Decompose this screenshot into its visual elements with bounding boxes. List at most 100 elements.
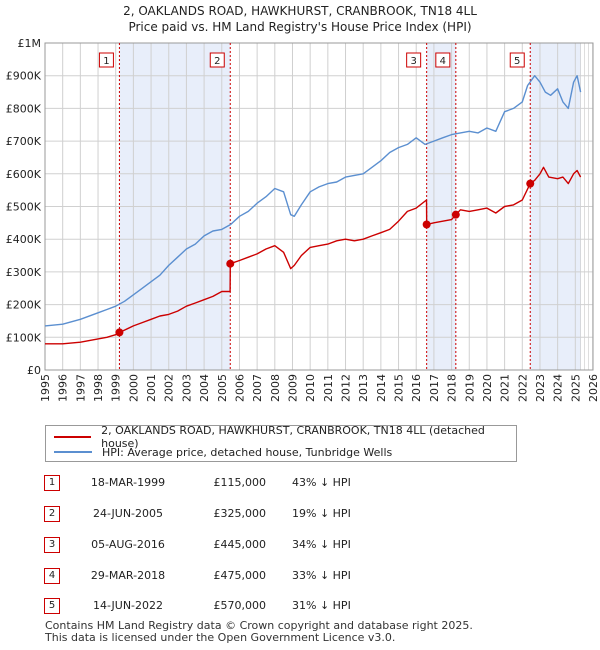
x-tick-label: 2008: [269, 374, 282, 402]
chart-axes: £0 £100K £200K £300K £400K £500K £600K £700K £80…: [6, 37, 600, 402]
y-tick-label: £1M: [18, 37, 42, 50]
legend-label-property: 2, OAKLANDS ROAD, HAWKHURST, CRANBROOK, …: [101, 424, 485, 450]
sale-number-box: [509, 52, 525, 68]
y-tick-label: £300K: [6, 266, 42, 279]
x-tick-label: 2016: [410, 374, 423, 402]
x-tick-label: 2006: [233, 374, 246, 402]
x-tick-label: 2014: [375, 374, 388, 402]
legend-item-hpi: HPI: Average price, detached house, Tunb…: [54, 445, 392, 459]
x-tick-label: 1997: [74, 374, 87, 402]
x-tick-label: 2002: [163, 374, 176, 402]
x-tick-label: 2003: [180, 374, 193, 402]
footer-attribution: Contains HM Land Registry data © Crown c…: [45, 620, 473, 644]
sale-number-label: 3: [410, 56, 416, 67]
sale-number-box: [406, 52, 422, 68]
sale-point: [115, 328, 124, 337]
x-tick-label: 2021: [499, 374, 512, 402]
sale-number-label: 2: [214, 56, 220, 67]
legend-swatch-property: [54, 436, 92, 438]
legend-swatch-hpi: [54, 451, 92, 453]
x-tick-label: 2025: [569, 374, 582, 402]
y-tick-label: £800K: [6, 102, 42, 115]
footer-line-2: This data is licensed under the Open Gov…: [45, 631, 396, 644]
sale-price: £115,000: [213, 476, 267, 489]
chart-grid: [44, 42, 594, 371]
sale-number-badge: 1: [44, 475, 60, 491]
sale-price: £445,000: [213, 538, 267, 551]
sale-hpi-diff: 31% ↓ HPI: [292, 599, 351, 612]
y-tick-label: £200K: [6, 299, 42, 312]
sale-number-badge: 3: [44, 537, 60, 553]
sale-number-badge: 2: [44, 506, 60, 522]
sale-hpi-diff: 33% ↓ HPI: [292, 569, 351, 582]
sale-price: £475,000: [213, 569, 267, 582]
sale-markers: [115, 179, 535, 337]
y-tick-label: £400K: [6, 233, 42, 246]
sale-row: 3 05-AUG-2016 £445,000 34% ↓ HPI: [40, 536, 440, 556]
x-tick-label: 2018: [446, 374, 459, 402]
chart-title: 2, OAKLANDS ROAD, HAWKHURST, CRANBROOK, …: [123, 4, 477, 18]
sale-date: 05-AUG-2016: [91, 538, 165, 551]
sale-number-badge: 4: [44, 568, 60, 584]
x-tick-label: 2007: [251, 374, 264, 402]
x-tick-label: 1996: [57, 374, 70, 402]
sale-date: 29-MAR-2018: [90, 569, 166, 582]
sale-row: 1 18-MAR-1999 £115,000 43% ↓ HPI: [40, 474, 440, 494]
x-tick-label: 2020: [481, 374, 494, 402]
y-tick-label: £600K: [6, 168, 42, 181]
chart-series: [44, 74, 582, 345]
legend-item-property: 2, OAKLANDS ROAD, HAWKHURST, CRANBROOK, …: [54, 424, 516, 450]
x-tick-label: 2013: [357, 374, 370, 402]
x-tick-label: 2023: [534, 374, 547, 402]
y-tick-label: £700K: [6, 135, 42, 148]
x-tick-label: 1998: [92, 374, 105, 402]
footer-line-1: Contains HM Land Registry data © Crown c…: [45, 619, 473, 632]
plot-border: [44, 42, 594, 371]
chart-subtitle: Price paid vs. HM Land Registry's House …: [128, 20, 472, 34]
y-tick-label: £900K: [6, 70, 42, 83]
sale-number-label: 4: [440, 56, 446, 67]
x-tick-label: 2017: [428, 374, 441, 402]
sale-date: 24-JUN-2005: [92, 507, 164, 520]
legend-label-hpi: HPI: Average price, detached house, Tunb…: [102, 445, 393, 459]
sale-point: [451, 210, 460, 219]
x-tick-label: 1999: [110, 374, 123, 402]
x-tick-label: 2005: [216, 374, 229, 402]
sale-number-box: [435, 52, 451, 68]
x-tick-label: 1995: [39, 374, 52, 402]
x-tick-label: 2026: [587, 374, 600, 402]
sale-date-lines: 1 2 3 4 5: [98, 43, 531, 370]
x-tick-label: 2004: [198, 374, 211, 402]
sale-row: 4 29-MAR-2018 £475,000 33% ↓ HPI: [40, 567, 440, 587]
sale-number-label: 5: [514, 56, 520, 67]
x-tick-label: 2019: [463, 374, 476, 402]
y-tick-label: £500K: [6, 201, 42, 214]
sale-date: 14-JUN-2022: [92, 599, 164, 612]
sale-point: [226, 259, 235, 268]
sale-date: 18-MAR-1999: [90, 476, 166, 489]
chart-legend: 2, OAKLANDS ROAD, HAWKHURST, CRANBROOK, …: [45, 424, 517, 462]
sale-number-box: [98, 52, 114, 68]
y-tick-label: £0: [27, 364, 41, 377]
sale-point: [526, 179, 535, 188]
sale-price: £570,000: [213, 599, 267, 612]
x-tick-label: 2001: [145, 374, 158, 402]
x-tick-label: 2012: [340, 374, 353, 402]
x-tick-label: 2000: [127, 374, 140, 402]
sale-hpi-diff: 34% ↓ HPI: [292, 538, 351, 551]
sale-row: 2 24-JUN-2005 £325,000 19% ↓ HPI: [40, 505, 440, 525]
sale-row: 5 14-JUN-2022 £570,000 31% ↓ HPI: [40, 597, 440, 617]
sale-number-badge: 5: [44, 598, 60, 614]
property-price-line: [45, 166, 582, 345]
sale-price: £325,000: [213, 507, 267, 520]
y-tick-label: £100K: [6, 331, 42, 344]
x-tick-label: 2024: [552, 374, 565, 402]
price-chart: 1 2 3 4 5 £0 £100K £200K £300K £400K £500K £600K £7…: [6, 37, 600, 402]
x-tick-label: 2022: [516, 374, 529, 402]
x-tick-label: 2015: [393, 374, 406, 402]
sale-number-label: 1: [103, 56, 109, 67]
sale-hpi-diff: 19% ↓ HPI: [292, 507, 351, 520]
x-tick-label: 2010: [304, 374, 317, 402]
sale-point: [422, 220, 431, 229]
sale-hpi-diff: 43% ↓ HPI: [292, 476, 351, 489]
